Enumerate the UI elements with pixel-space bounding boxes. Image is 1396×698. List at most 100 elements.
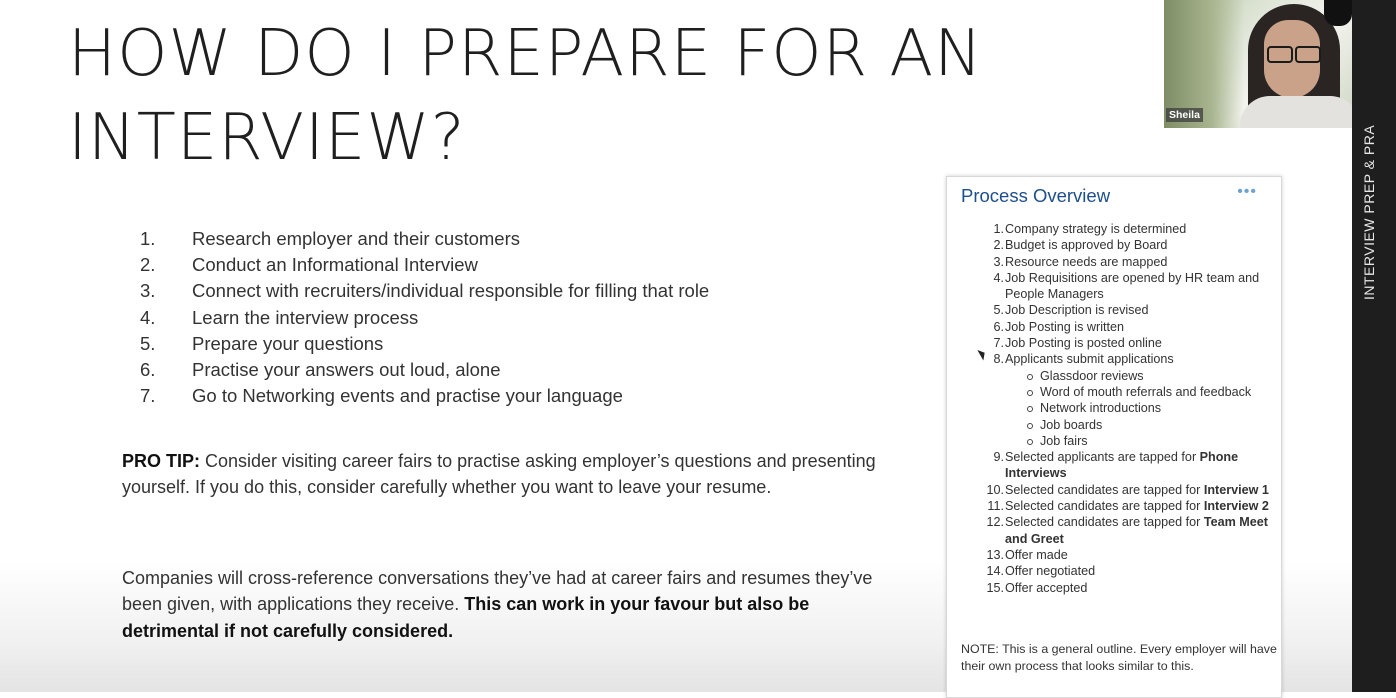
process-text: Budget is approved by Board: [1005, 237, 1277, 253]
list-item: 15. Offer accepted: [981, 580, 1277, 596]
process-item-text: Budget is approved by Board: [1005, 238, 1168, 253]
process-text: Job Requisitions are opened by HR team a…: [1005, 270, 1277, 303]
process-number: 5.: [993, 303, 1004, 318]
process-number: 6.: [993, 319, 1004, 334]
companies-text: Companies will cross-reference conversat…: [122, 568, 873, 615]
glasses-icon: [1264, 46, 1322, 63]
process-overview-title: Process Overview: [961, 185, 1111, 206]
process-item-text: Selected candidates are tapped for: [1005, 482, 1204, 497]
process-item-text: Job Description is revised: [1005, 303, 1149, 318]
list-item: 14. Offer negotiated: [981, 563, 1277, 579]
process-item-text: Offer negotiated: [1005, 564, 1096, 579]
step-number: 3.: [140, 280, 156, 302]
slide-side-bar: [1352, 0, 1396, 692]
process-text: Job Posting is written: [1005, 319, 1277, 335]
sub-list-item: Job boards: [1005, 417, 1277, 433]
step-number: 6.: [140, 359, 156, 381]
process-item-text: Applicants submit applications: [1005, 352, 1174, 367]
list-item: 7. Go to Networking events and practise y…: [140, 383, 709, 409]
process-item-text: Resource needs are mapped: [1005, 254, 1168, 269]
side-section-label: INTERVIEW PREP & PRA: [1361, 124, 1377, 300]
sub-list-item: Glassdoor reviews: [1005, 368, 1277, 384]
process-item-text: Selected applicants are tapped for: [1005, 450, 1200, 465]
list-item: 3. Resource needs are mapped: [981, 254, 1277, 270]
process-text: Selected candidates are tapped for Inter…: [1005, 482, 1277, 498]
pro-tip-label: PRO TIP:: [122, 451, 201, 471]
process-item-bold: Phone Interviews: [1005, 450, 1239, 481]
list-item: 12. Selected candidates are tapped for Te…: [981, 514, 1277, 547]
process-item-text: Selected candidates are tapped for: [1005, 515, 1204, 530]
process-item-text: Selected candidates are tapped for: [1005, 499, 1204, 514]
step-text: Conduct an Informational Interview: [192, 254, 478, 276]
process-number: 1.: [993, 222, 1004, 236]
list-item: 10. Selected candidates are tapped for In…: [981, 482, 1277, 498]
list-item: 1. Research employer and their customers: [140, 226, 709, 252]
process-item-text: Offer accepted: [1005, 580, 1088, 595]
participant-video-tile[interactable]: Sheila: [1164, 0, 1352, 128]
list-item: 2. Budget is approved by Board: [981, 237, 1277, 253]
list-item: 11. Selected candidates are tapped for In…: [981, 498, 1277, 514]
process-number: 11.: [987, 499, 1004, 514]
companies-paragraph: Companies will cross-reference conversat…: [122, 565, 882, 644]
process-number: 14.: [986, 564, 1004, 579]
process-text: Job Posting is posted online: [1005, 335, 1277, 351]
preparation-steps-list: 1. Research employer and their customers …: [140, 226, 709, 409]
sub-list-item: Job fairs: [1005, 433, 1277, 449]
process-number: 7.: [993, 336, 1004, 351]
list-item: 13. Offer made: [981, 547, 1277, 563]
process-item-text: Job Posting is posted online: [1005, 336, 1162, 351]
step-number: 1.: [140, 228, 156, 249]
list-item: 8. Applicants submit applications Glassdo…: [981, 351, 1277, 449]
step-text: Prepare your questions: [192, 332, 384, 354]
list-item: 6. Job Posting is written: [981, 319, 1277, 335]
process-steps-list: 1. Company strategy is determined 2. Budge…: [981, 221, 1277, 596]
list-item: 6. Practise your answers out loud, alone: [140, 357, 709, 383]
list-item: 4. Job Requisitions are opened by HR team…: [981, 270, 1277, 303]
slide-title: HOW DO I PREPARE FOR AN INTERVIEW?: [68, 12, 1048, 180]
list-item: 1. Company strategy is determined: [981, 221, 1277, 237]
process-text: Applicants submit applications Glassdoor…: [1005, 351, 1277, 449]
process-item-text: Job Posting is written: [1005, 319, 1124, 334]
process-text: Selected candidates are tapped for Inter…: [1005, 498, 1277, 514]
process-text: Offer made: [1005, 547, 1277, 563]
presentation-slide: HOW DO I PREPARE FOR AN INTERVIEW? 1. Res…: [0, 0, 1352, 698]
step-number: 2.: [140, 254, 156, 276]
list-item: 3. Connect with recruiters/individual res…: [140, 278, 709, 304]
sub-list-item: Network introductions: [1005, 400, 1277, 416]
title-line-1: HOW DO I PREPARE FOR AN: [68, 17, 984, 91]
list-item: 4. Learn the interview process: [140, 305, 709, 331]
headphone-icon: [1324, 0, 1352, 26]
pro-tip-paragraph: PRO TIP: Consider visiting career fairs …: [122, 448, 882, 501]
list-item: 2. Conduct an Informational Interview: [140, 252, 709, 278]
process-number: 8.: [993, 352, 1004, 367]
title-line-2: INTERVIEW?: [68, 101, 466, 175]
step-number: 4.: [140, 306, 156, 328]
sub-list-item: Word of mouth referrals and feedback: [1005, 384, 1277, 400]
process-item-bold: Interview 1: [1203, 482, 1269, 497]
list-item: 7. Job Posting is posted online: [981, 335, 1277, 351]
more-options-icon[interactable]: •••: [1237, 183, 1257, 200]
process-item-bold: Team Meet and Greet: [1005, 515, 1268, 546]
process-text: Company strategy is determined: [1005, 221, 1277, 237]
video-background: [1164, 0, 1244, 128]
process-text: Offer negotiated: [1005, 563, 1277, 579]
step-text: Connect with recruiters/individual respo…: [192, 280, 710, 302]
process-note: NOTE: This is a general outline. Every e…: [961, 642, 1277, 673]
process-number: 12.: [986, 515, 1004, 530]
process-number: 9.: [993, 450, 1004, 465]
list-item: 5. Prepare your questions: [140, 331, 709, 357]
companies-bold-text: This can work in your favour but also be…: [122, 594, 810, 641]
step-text: Research employer and their customers: [192, 228, 521, 249]
step-number: 7.: [140, 385, 156, 407]
process-item-text: Offer made: [1005, 547, 1068, 562]
process-text: Selected applicants are tapped for Phone…: [1005, 449, 1277, 482]
process-number: 13.: [986, 547, 1004, 562]
process-text: Resource needs are mapped: [1005, 254, 1277, 270]
process-item-bold: Interview 2: [1203, 499, 1269, 514]
list-item: 9. Selected applicants are tapped for Pho…: [981, 449, 1277, 482]
process-number: 4.: [993, 270, 1004, 285]
process-text: Job Description is revised: [1005, 302, 1277, 318]
process-text: Selected candidates are tapped for Team …: [1005, 514, 1277, 547]
participant-body: [1240, 96, 1352, 128]
pro-tip-text: Consider visiting career fairs to practi…: [122, 451, 876, 498]
